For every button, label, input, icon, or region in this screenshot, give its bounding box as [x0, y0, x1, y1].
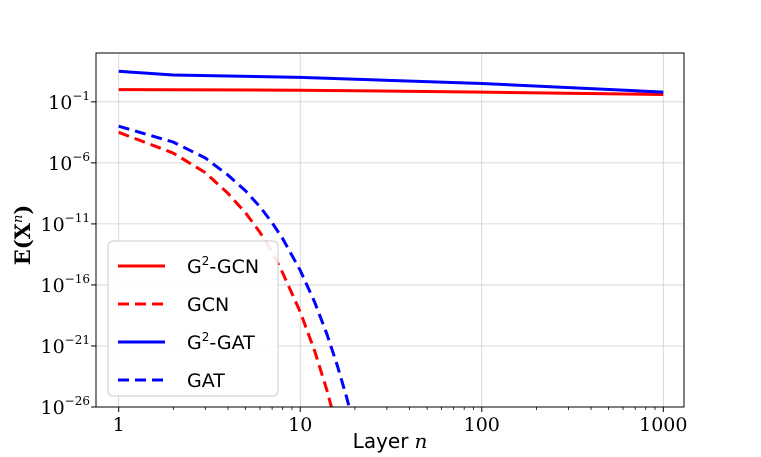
- legend-label-g2-gcn: G2-GCN: [187, 254, 259, 278]
- y-tick-label: 10−1: [48, 89, 90, 114]
- x-tick-label: 1: [113, 414, 125, 436]
- x-axis-label: Layer n: [353, 429, 428, 453]
- x-tick-label: 10: [288, 414, 312, 436]
- y-axis-label-close: ): [10, 205, 35, 215]
- grid: [96, 53, 684, 408]
- legend-label-gcn: GCN: [187, 294, 229, 316]
- series-line-g2-gat: [118, 69, 664, 94]
- y-axis-label: E(Xn): [10, 205, 35, 266]
- y-axis-label-base: E(X: [10, 222, 35, 265]
- ticks: 1 10 100 1000 10−26 10−21 10−16 10−11 10−6 10−1: [40, 89, 687, 436]
- y-tick-label: 10−26: [40, 394, 90, 419]
- legend: G2-GCN GCN G2-GAT GAT: [107, 240, 279, 397]
- legend-label-gat: GAT: [187, 370, 225, 392]
- y-tick-label: 10−16: [40, 272, 90, 297]
- x-axis-label-main: Layer: [353, 429, 410, 453]
- x-tick-label: 1000: [639, 414, 687, 436]
- y-tick-label: 10−21: [40, 333, 90, 358]
- y-tick-label: 10−11: [40, 211, 90, 236]
- plot-frame: [95, 52, 685, 408]
- legend-box: [107, 240, 279, 397]
- y-tick-label: 10−6: [48, 150, 90, 175]
- series-line-gcn: [118, 130, 333, 407]
- x-tick-label: 100: [464, 414, 500, 436]
- series-group: [118, 69, 664, 407]
- series-line-g2-gcn: [118, 88, 664, 96]
- y-axis-label-sup: n: [11, 215, 26, 223]
- series-line-gat: [118, 124, 351, 407]
- x-axis-label-var: n: [414, 429, 427, 453]
- legend-label-g2-gat: G2-GAT: [187, 330, 255, 354]
